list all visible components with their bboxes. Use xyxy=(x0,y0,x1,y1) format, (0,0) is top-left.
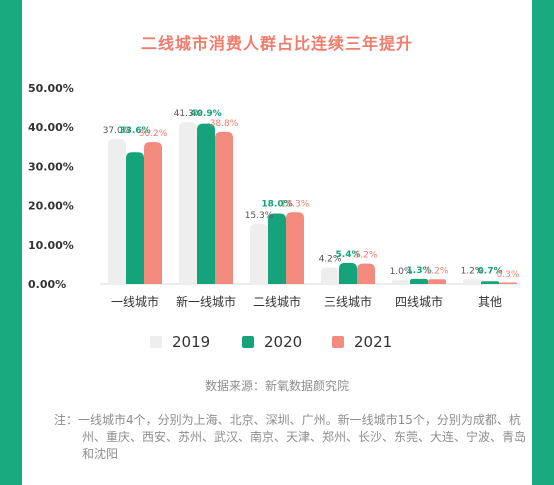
data-label-2021-0: 36.2% xyxy=(139,129,168,139)
legend-item-2021: 2021 xyxy=(332,330,392,354)
data-label-2019-2: 15.3% xyxy=(245,211,274,221)
data-label-2019-0: 37.0% xyxy=(103,126,132,136)
chart-title: 二线城市消费人群占比连续三年提升 xyxy=(140,34,413,53)
data-label-2020-4: 1.3% xyxy=(407,266,432,276)
data-label-2020-3: 5.4% xyxy=(336,250,361,260)
legend-label-2021: 2021 xyxy=(354,333,393,351)
data-label-2019-1: 41.3% xyxy=(174,109,203,119)
bar-2019-0 xyxy=(108,138,126,284)
bar-2021-3 xyxy=(357,263,375,284)
data-label-2021-1: 38.8% xyxy=(210,119,239,129)
data-label-2019-5: 1.2% xyxy=(461,266,484,276)
bar-2019-2 xyxy=(250,224,268,284)
bar-2021-1 xyxy=(215,131,233,284)
data-label-2021-2: 18.3% xyxy=(281,199,310,209)
legend: 2019 2020 2021 xyxy=(22,330,532,354)
y-tick-label: 0.00% xyxy=(28,278,66,291)
data-label-2019-4: 1.0% xyxy=(390,267,413,277)
bar-2020-2 xyxy=(268,213,286,284)
bar-2021-4 xyxy=(428,279,446,284)
legend-item-2019: 2019 xyxy=(150,330,210,354)
legend-item-2020: 2020 xyxy=(242,330,302,354)
bar-2019-3 xyxy=(321,267,339,284)
category-label-4: 四线城市 xyxy=(395,294,443,309)
data-label-2020-2: 18.0% xyxy=(261,199,292,209)
y-tick-label: 30.00% xyxy=(28,160,74,173)
legend-label-2019: 2019 xyxy=(172,333,211,351)
category-label-2: 二线城市 xyxy=(253,294,301,309)
legend-swatch-2021 xyxy=(332,336,344,348)
data-label-2020-5: 0.7% xyxy=(478,266,503,276)
bar-2019-4 xyxy=(392,280,410,284)
category-label-0: 一线城市 xyxy=(111,294,159,309)
legend-label-2020: 2020 xyxy=(264,333,303,351)
bar-2020-1 xyxy=(197,123,215,284)
category-label-1: 新一线城市 xyxy=(176,294,236,309)
bar-2019-1 xyxy=(179,122,197,284)
legend-swatch-2020 xyxy=(242,336,254,348)
bar-2020-5 xyxy=(481,281,499,284)
bar-2021-0 xyxy=(144,142,162,284)
bar-chart: 0.00% 10.00% 20.00% 30.00% 40.00% 50.00% 37.0%… xyxy=(28,82,520,309)
data-label-2020-0: 33.6% xyxy=(119,126,150,136)
y-tick-label: 10.00% xyxy=(28,239,74,252)
bar-2020-3 xyxy=(339,262,357,284)
bar-2021-2 xyxy=(286,212,304,284)
category-label-3: 三线城市 xyxy=(324,294,372,309)
bar-2020-4 xyxy=(410,278,428,284)
y-tick-label: 50.00% xyxy=(28,82,74,95)
data-source: 数据来源：新氧数据颜究院 xyxy=(204,379,349,393)
y-tick-label: 20.00% xyxy=(28,200,74,213)
y-tick-label: 40.00% xyxy=(28,121,74,134)
bar-2020-0 xyxy=(126,152,144,284)
legend-swatch-2019 xyxy=(150,336,162,348)
chart-card: 二线城市消费人群占比连续三年提升 0.00% 10.00% 20.00% 30.00%… xyxy=(22,0,532,485)
data-label-2019-3: 4.2% xyxy=(319,255,342,265)
footnote: 注：一线城市4个，分别为上海、北京、深圳、广州。新一线城市15个，分别为成都、杭… xyxy=(54,413,527,461)
data-label-2021-4: 1.2% xyxy=(426,266,449,276)
data-label-2021-5: 0.3% xyxy=(497,270,520,280)
data-label-2020-1: 40.9% xyxy=(190,109,221,119)
bar-2019-5 xyxy=(463,279,481,284)
data-label-2021-3: 5.2% xyxy=(355,251,378,261)
bar-2021-5 xyxy=(499,282,517,284)
category-label-5: 其他 xyxy=(478,295,502,309)
